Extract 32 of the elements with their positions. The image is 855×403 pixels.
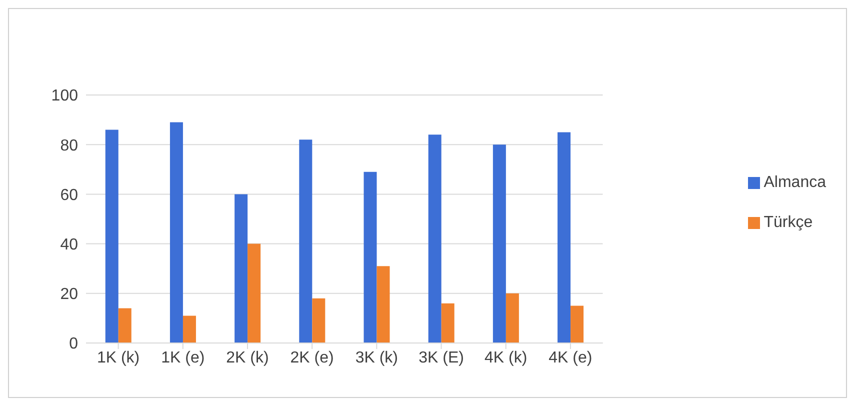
bar	[506, 293, 519, 343]
x-tick-label: 2K (e)	[290, 349, 334, 366]
bar	[234, 194, 248, 343]
y-tick-label: 0	[69, 336, 78, 353]
x-tick-label: 4K (k)	[484, 349, 528, 366]
bar	[312, 298, 326, 343]
bar	[492, 144, 506, 343]
bar	[428, 134, 442, 343]
x-tick-label: 4K (e)	[548, 349, 592, 366]
x-tick-label: 2K (k)	[226, 349, 269, 366]
bar	[570, 306, 584, 343]
bar	[441, 303, 454, 343]
bar	[558, 132, 571, 343]
bar	[299, 140, 312, 343]
x-tick-label: 1K (k)	[96, 349, 140, 366]
bar	[182, 316, 196, 343]
x-tick-label: 3K (E)	[418, 349, 464, 366]
bar	[170, 122, 183, 343]
bar	[118, 308, 132, 343]
legend-label: Almanca	[764, 174, 826, 191]
x-tick-label: 1K (e)	[161, 349, 205, 366]
bar	[105, 130, 118, 343]
y-tick-label: 20	[60, 286, 78, 304]
y-tick-label: 60	[60, 186, 78, 204]
bar	[364, 172, 377, 343]
y-tick-label: 40	[60, 236, 78, 254]
legend-label: Türkçe	[764, 214, 813, 231]
bar	[376, 266, 390, 343]
bar	[248, 244, 261, 343]
x-tick-label: 3K (k)	[355, 349, 398, 366]
y-tick-label: 100	[51, 88, 78, 105]
y-tick-label: 80	[60, 137, 78, 154]
